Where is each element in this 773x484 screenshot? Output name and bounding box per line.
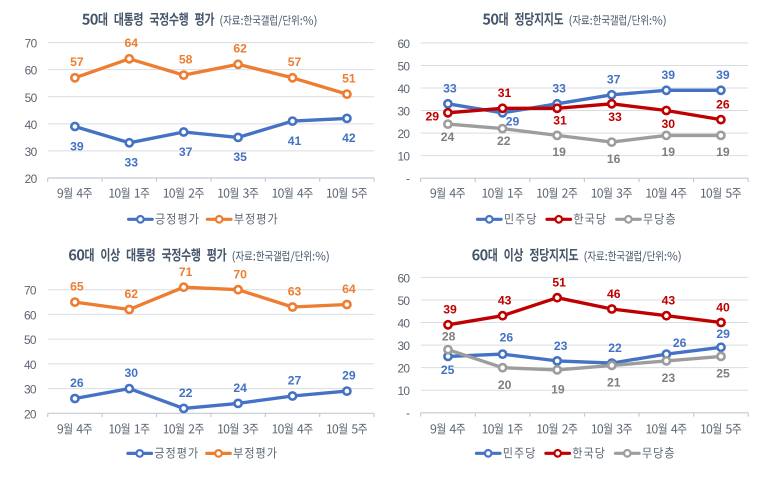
svg-text:20: 20 — [24, 407, 37, 421]
svg-text:28: 28 — [442, 330, 456, 344]
svg-text:39: 39 — [716, 68, 730, 82]
svg-text:26: 26 — [70, 376, 84, 390]
svg-text:20: 20 — [397, 127, 410, 141]
svg-text:30: 30 — [662, 117, 676, 131]
svg-text:23: 23 — [662, 371, 676, 385]
svg-text:24: 24 — [233, 381, 247, 395]
svg-text:35: 35 — [233, 150, 247, 164]
svg-text:22: 22 — [608, 341, 622, 355]
svg-text:37: 37 — [179, 145, 193, 159]
svg-text:50: 50 — [25, 91, 38, 105]
svg-text:10: 10 — [397, 384, 410, 398]
svg-text:30: 30 — [125, 366, 139, 380]
svg-text:43: 43 — [498, 294, 512, 308]
svg-text:46: 46 — [607, 287, 621, 301]
svg-text:39: 39 — [70, 139, 84, 153]
svg-text:50: 50 — [397, 294, 410, 308]
svg-text:64: 64 — [342, 282, 356, 296]
svg-text:40: 40 — [25, 118, 38, 132]
svg-text:31: 31 — [498, 86, 512, 100]
svg-text:-: - — [406, 171, 410, 185]
svg-text:29: 29 — [716, 327, 730, 341]
svg-text:19: 19 — [716, 145, 730, 159]
svg-text:42: 42 — [342, 131, 356, 145]
svg-text:10: 10 — [397, 150, 410, 164]
svg-text:30: 30 — [397, 105, 410, 119]
svg-text:33: 33 — [608, 110, 622, 124]
svg-text:29: 29 — [342, 369, 356, 383]
svg-text:19: 19 — [662, 145, 676, 159]
svg-text:71: 71 — [179, 265, 193, 279]
svg-text:57: 57 — [288, 55, 302, 69]
svg-text:29: 29 — [426, 109, 440, 123]
svg-text:62: 62 — [233, 42, 247, 56]
svg-text:33: 33 — [443, 82, 457, 96]
svg-text:21: 21 — [607, 376, 621, 390]
svg-text:30: 30 — [24, 383, 37, 397]
svg-text:26: 26 — [716, 97, 730, 111]
svg-text:60: 60 — [25, 64, 38, 78]
svg-text:50: 50 — [397, 59, 410, 73]
svg-text:19: 19 — [552, 145, 566, 159]
svg-text:22: 22 — [179, 386, 193, 400]
svg-text:33: 33 — [125, 156, 139, 170]
svg-text:25: 25 — [441, 363, 455, 377]
svg-text:22: 22 — [497, 134, 511, 148]
svg-text:27: 27 — [288, 374, 302, 388]
svg-text:50: 50 — [24, 333, 37, 347]
svg-text:25: 25 — [716, 367, 730, 381]
svg-text:20: 20 — [25, 172, 38, 186]
svg-text:19: 19 — [551, 383, 565, 397]
svg-text:40: 40 — [716, 300, 730, 314]
svg-text:-: - — [406, 406, 410, 420]
svg-text:40: 40 — [397, 82, 410, 96]
svg-text:70: 70 — [233, 267, 247, 281]
svg-text:62: 62 — [125, 287, 139, 301]
svg-text:33: 33 — [552, 82, 566, 96]
svg-text:39: 39 — [443, 303, 457, 317]
svg-text:51: 51 — [342, 71, 356, 85]
svg-text:40: 40 — [24, 358, 37, 372]
svg-text:63: 63 — [288, 285, 302, 299]
svg-text:37: 37 — [607, 73, 621, 87]
svg-text:60: 60 — [24, 308, 37, 322]
svg-text:20: 20 — [498, 378, 512, 392]
svg-text:39: 39 — [662, 68, 676, 82]
svg-text:30: 30 — [397, 339, 410, 353]
svg-text:70: 70 — [24, 284, 37, 298]
svg-text:24: 24 — [441, 130, 455, 144]
svg-text:43: 43 — [662, 294, 676, 308]
svg-text:30: 30 — [25, 145, 38, 159]
svg-text:41: 41 — [288, 134, 302, 148]
svg-text:60: 60 — [397, 271, 410, 285]
svg-text:58: 58 — [179, 52, 193, 66]
svg-text:16: 16 — [607, 152, 621, 166]
svg-text:40: 40 — [397, 317, 410, 331]
svg-text:23: 23 — [554, 339, 568, 353]
svg-text:26: 26 — [673, 336, 687, 350]
svg-text:51: 51 — [552, 276, 566, 290]
svg-text:26: 26 — [500, 331, 514, 345]
svg-text:65: 65 — [70, 280, 84, 294]
svg-text:60: 60 — [397, 37, 410, 51]
svg-text:64: 64 — [125, 36, 139, 50]
svg-text:31: 31 — [553, 113, 567, 127]
svg-text:57: 57 — [70, 55, 84, 69]
svg-text:20: 20 — [397, 362, 410, 376]
svg-text:70: 70 — [25, 37, 38, 51]
svg-text:29: 29 — [506, 115, 520, 129]
